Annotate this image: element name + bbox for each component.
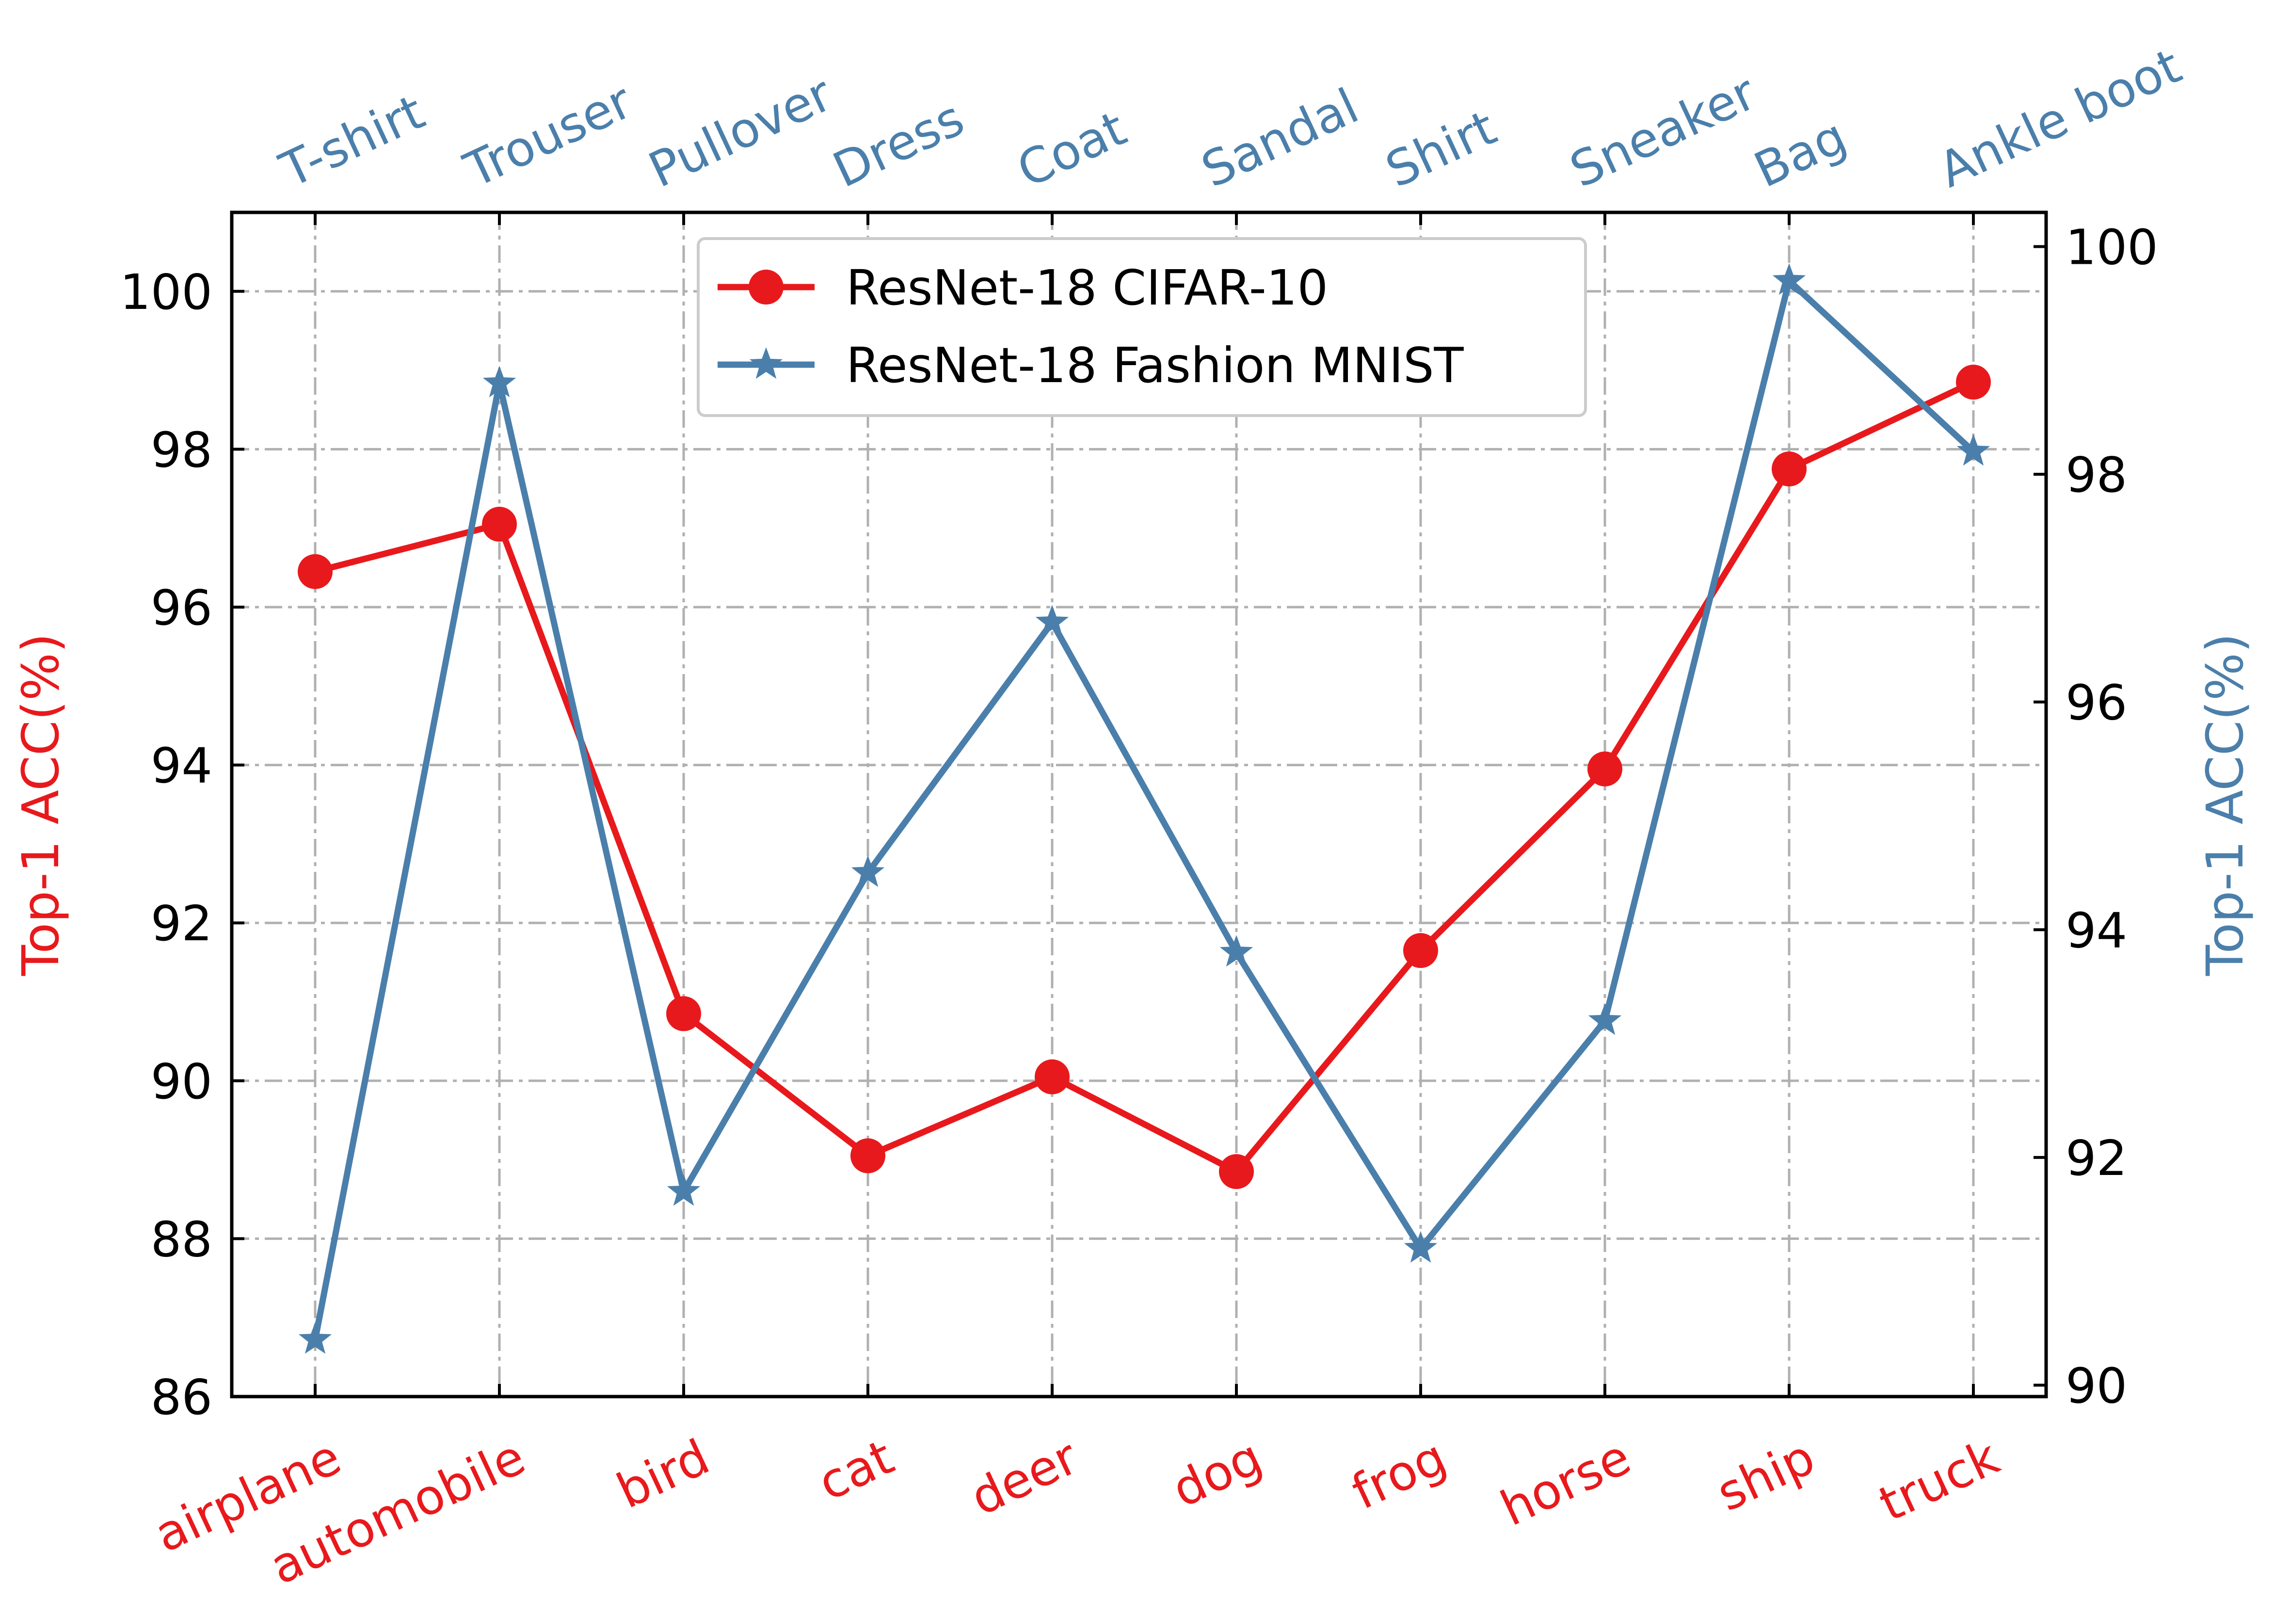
x-tick-label-bottom: truck [1871,1429,2007,1533]
data-point [482,366,516,398]
series-line [314,379,1975,1175]
x-tick-label-bottom: frog [1344,1429,1455,1521]
data-point [1404,1231,1438,1263]
x-tick-label-top: Shirt [1377,99,1505,198]
y-tick-label-right: 92 [2066,1130,2127,1187]
y-tick-label-right: 100 [2066,219,2158,275]
data-point [1035,605,1069,637]
data-point [851,855,885,887]
x-tick-label-top: Pullover [641,65,841,199]
x-tick-label-bottom: cat [810,1429,902,1512]
data-point [850,1138,885,1174]
y-tick-label-right: 98 [2066,447,2127,503]
legend-label: ResNet-18 Fashion MNIST [846,337,1464,394]
y-tick-label-left: 100 [120,264,212,321]
x-tick-label-bottom: ship [1708,1429,1823,1522]
data-point [1035,1059,1070,1094]
y-axis-label-left: Top-1 ACC(%) [11,633,70,977]
x-tick-label-top: Dress [825,90,973,199]
y-tick-label-left: 98 [151,421,212,478]
x-tick-label-top: T-shirt [272,83,433,199]
y-tick-label-right: 96 [2066,675,2127,731]
y-axis-label-right: Top-1 ACC(%) [2195,633,2255,977]
x-tick-label-bottom: horse [1492,1429,1639,1537]
x-tick-label-top: Coat [1009,100,1135,199]
data-point [1956,365,1991,400]
data-point [666,996,701,1031]
data-point [1219,935,1253,967]
data-point [1403,933,1438,968]
legend-marker [749,270,784,305]
x-tick-label-bottom: dog [1164,1429,1270,1519]
data-point [1219,1154,1254,1190]
series-line [312,277,1976,1340]
y-tick-label-left: 90 [151,1053,212,1110]
y-tick-label-left: 86 [151,1369,212,1426]
legend-box [697,237,1587,417]
x-tick-label-top: Ankle boot [1930,37,2190,198]
data-point [667,1174,701,1206]
plot-frame [230,210,2048,1399]
y-tick-label-left: 88 [151,1211,212,1268]
legend-label: ResNet-18 CIFAR-10 [846,259,1328,316]
x-tick-label-top: Bag [1746,108,1855,199]
x-tick-label-bottom: bird [609,1429,718,1520]
y-tick-label-left: 96 [151,579,212,636]
y-tick-label-right: 94 [2066,902,2127,959]
data-point [1956,434,1990,466]
x-tick-label-top: Trouser [456,72,641,199]
x-tick-label-top: Sandal [1193,78,1367,199]
y-tick-label-left: 94 [151,738,212,794]
data-point [1587,751,1622,787]
legend-marker [749,347,783,379]
data-point [482,507,517,542]
y-tick-label-right: 90 [2066,1358,2127,1415]
series-layer [298,263,1991,1354]
data-point [298,554,333,589]
data-point [1772,263,1806,295]
data-point [1588,1003,1622,1035]
x-tick-label-bottom: deer [962,1428,1087,1527]
data-point [1772,451,1807,487]
x-tick-label-top: Sneaker [1562,64,1765,198]
y-tick-label-left: 92 [151,895,212,952]
data-point [298,1322,332,1354]
legend: ResNet-18 CIFAR-10 ResNet-18 Fashion MNIS… [697,237,1587,417]
